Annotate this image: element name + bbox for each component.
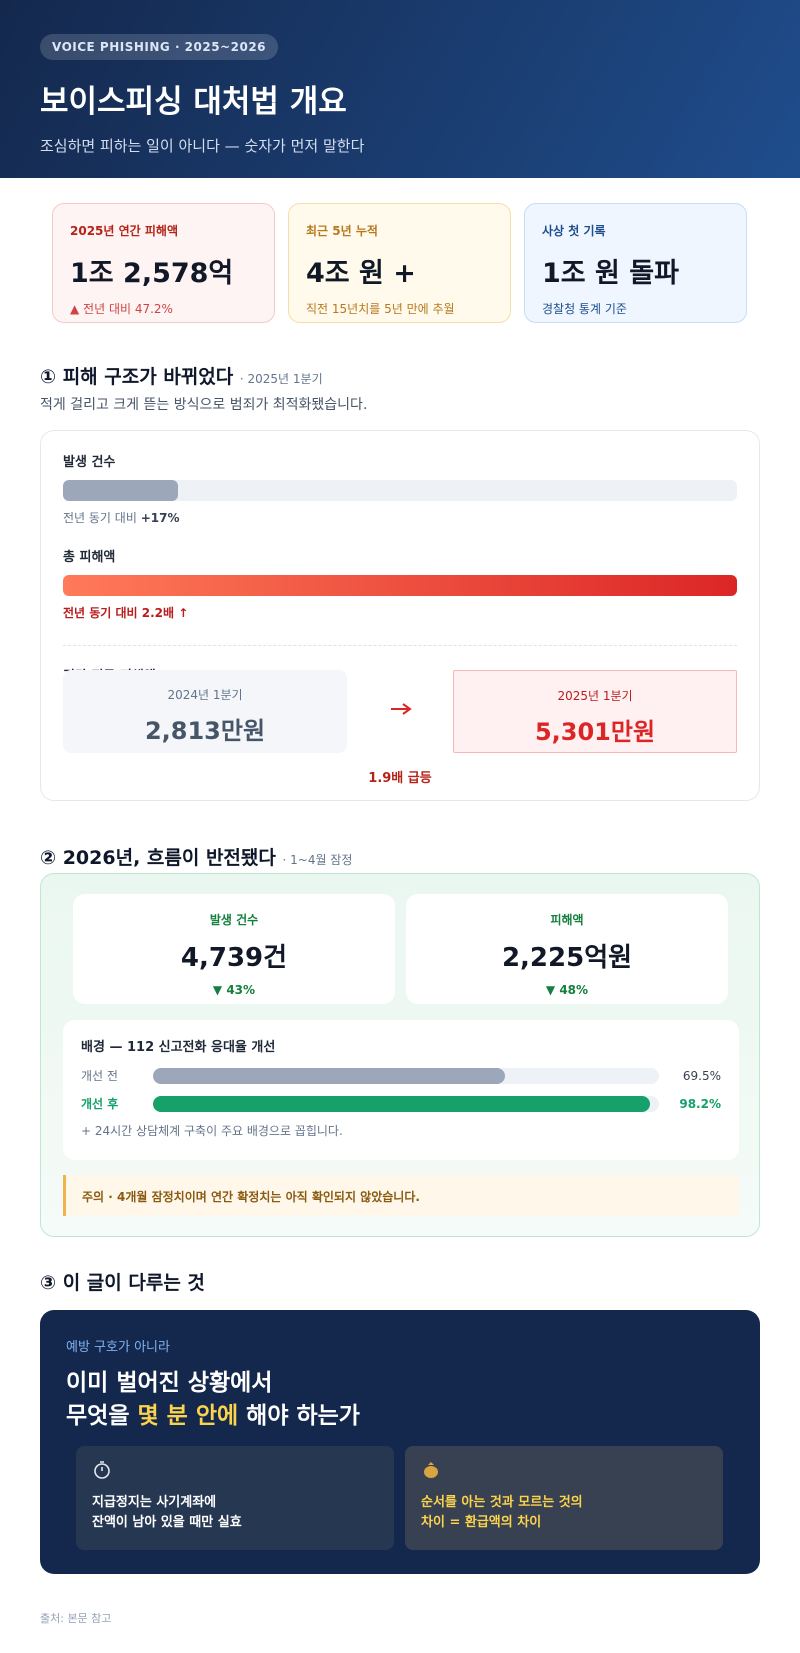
trend-card: 발생 건수 4,739건 ▼ 43% 피해액 2,225억원 ▼ 48% 배경 … <box>40 873 760 1237</box>
focus-headline: 이미 벌어진 상황에서 무엇을 몇 분 안에 해야 하는가 <box>66 1367 734 1434</box>
point-line: 잔액이 남아 있을 때만 실효 <box>92 1515 242 1531</box>
background-note: + 24시간 상담체계 구축이 주요 배경으로 꼽힙니다. <box>81 1124 343 1138</box>
rate-value: 69.5% <box>682 1068 721 1083</box>
note-text: 전년 동기 대비 <box>63 511 137 525</box>
background-box: 배경 — 112 신고전화 응대율 개선 개선 전 69.5% 개선 후 98.2% … <box>63 1020 739 1160</box>
point-line: 차이 = 환급액의 차이 <box>421 1515 542 1531</box>
trend-value: 4,739건 <box>180 943 288 973</box>
header-title: 보이스피싱 대처법 개요 <box>40 84 347 120</box>
warning: 주의 · 4개월 잠정치이며 연간 확정치는 아직 확인되지 않았습니다. <box>63 1175 739 1216</box>
compare-box: 2025년 1분기 5,301만원 <box>453 670 737 753</box>
compare-box: 2024년 1분기 2,813만원 <box>63 670 347 753</box>
rate-label: 개선 후 <box>81 1097 119 1111</box>
arrow <box>391 703 412 715</box>
background-title: 배경 — 112 신고전화 응대율 개선 <box>81 1040 276 1055</box>
trend-label: 피해액 <box>550 913 584 927</box>
rate-value: 98.2% <box>679 1096 721 1111</box>
headline-line: 무엇을 몇 분 안에 해야 하는가 <box>66 1400 734 1433</box>
rate-label: 개선 전 <box>81 1069 118 1083</box>
headline-part: 무엇을 <box>66 1403 138 1430</box>
bar-track <box>63 480 737 501</box>
metric-label: 발생 건수 <box>63 455 116 470</box>
section-heading: ③ 이 글이 다루는 것 <box>40 1272 205 1294</box>
stat-card: 2025년 연간 피해액 1조 2,578억 ▲ 전년 대비 47.2% <box>52 203 275 323</box>
rate-bar <box>153 1095 650 1112</box>
rate-bar <box>153 1067 505 1084</box>
stat-note: ▲ 전년 대비 47.2% <box>70 302 173 316</box>
bar-track <box>63 575 737 596</box>
trend-label: 발생 건수 <box>209 913 259 927</box>
compare-change: 1.9배 급등 <box>368 771 432 786</box>
header-tag: VOICE PHISHING · 2025~2026 <box>40 34 279 60</box>
icon <box>424 1462 438 1478</box>
header-subtitle: 조심하면 피하는 일이 아니다 — 숫자가 먼저 말한다 <box>40 137 365 155</box>
trend-stat: 발생 건수 4,739건 ▼ 43% <box>73 894 395 1004</box>
point-line: 지급정지는 사기계좌에 <box>92 1495 217 1511</box>
source: 출처: 본문 참고 <box>40 1612 112 1625</box>
section-heading: ② 2026년, 흐름이 반전됐다 · 1~4월 잠정 <box>40 843 352 870</box>
metric-note: 전년 동기 대비 +17% <box>63 509 737 526</box>
stat-value: 4조 원 + <box>306 258 416 289</box>
point-card: 지급정지는 사기계좌에 잔액이 남아 있을 때만 실효 <box>76 1446 394 1550</box>
metric-note: 전년 동기 대비 2.2배 ↑ <box>63 606 189 620</box>
divider <box>63 645 737 646</box>
headline-line: 이미 벌어진 상황에서 <box>66 1370 273 1396</box>
focus-kicker: 예방 구호가 아니라 <box>66 1340 170 1355</box>
rate-row: 개선 전 69.5% <box>81 1067 721 1084</box>
icon <box>94 1461 110 1479</box>
section-heading: ① 피해 구조가 바뀌었다 · 2025년 1분기 <box>40 362 323 389</box>
stat-label: 최근 5년 누적 <box>306 224 378 238</box>
bar <box>63 575 737 596</box>
header: VOICE PHISHING · 2025~2026 보이스피싱 대처법 개요 … <box>0 0 800 178</box>
headline-highlight: 몇 분 안에 <box>137 1403 239 1430</box>
stat-note: 경찰청 통계 기준 <box>542 302 627 316</box>
section-title: ② 2026년, 흐름이 반전됐다 <box>40 847 276 869</box>
rate-row: 개선 후 98.2% <box>81 1095 721 1112</box>
section-title: ① 피해 구조가 바뀌었다 <box>40 366 234 388</box>
rate-track <box>153 1067 659 1084</box>
trend-value: 2,225억원 <box>501 943 633 973</box>
stat-card: 사상 첫 기록 1조 원 돌파 경찰청 통계 기준 <box>524 203 747 323</box>
trend-change: ▼ 43% <box>212 983 256 997</box>
section-period: · 2025년 1분기 <box>239 372 323 386</box>
point-card: 순서를 아는 것과 모르는 것의 차이 = 환급액의 차이 <box>405 1446 723 1550</box>
rate-track <box>153 1095 659 1112</box>
stat-card: 최근 5년 누적 4조 원 + 직전 15년치를 5년 만에 추월 <box>288 203 511 323</box>
section-description: 적게 걸리고 크게 뜯는 방식으로 범죄가 최적화됐습니다. <box>40 397 368 413</box>
trend-change: ▼ 48% <box>545 983 589 997</box>
point-line: 순서를 아는 것과 모르는 것의 <box>421 1495 583 1511</box>
focus-card: 예방 구호가 아니라 이미 벌어진 상황에서 무엇을 몇 분 안에 해야 하는가… <box>40 1310 760 1574</box>
stat-note: 직전 15년치를 5년 만에 추월 <box>306 302 455 316</box>
compare-period: 2025년 1분기 <box>557 689 633 703</box>
stat-value: 1조 원 돌파 <box>542 258 679 289</box>
section-period: · 1~4월 잠정 <box>282 853 353 867</box>
stat-label: 2025년 연간 피해액 <box>70 224 178 238</box>
headline-part: 해야 하는가 <box>238 1403 360 1430</box>
bar <box>63 480 178 501</box>
trend-stat: 피해액 2,225억원 ▼ 48% <box>406 894 728 1004</box>
metric-label: 총 피해액 <box>63 550 116 565</box>
stat-value: 1조 2,578억 <box>70 258 234 289</box>
compare-value: 2,813만원 <box>144 717 266 745</box>
compare-value: 5,301만원 <box>534 718 656 746</box>
compare-period: 2024년 1분기 <box>167 688 243 702</box>
structure-card: 발생 건수 전년 동기 대비 +17% 총 피해액 전년 동기 대비 2.2배 … <box>40 430 760 801</box>
note-value: +17% <box>140 511 180 525</box>
stat-label: 사상 첫 기록 <box>542 224 606 238</box>
